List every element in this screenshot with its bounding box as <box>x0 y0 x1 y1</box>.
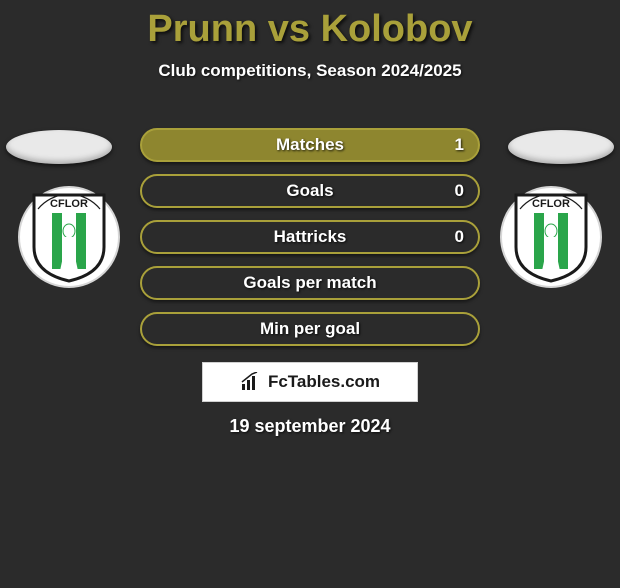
stat-value: 1 <box>455 135 464 155</box>
club-badge-right: CFLOR <box>500 186 602 288</box>
stat-label: Goals per match <box>243 273 376 293</box>
brand-text: FcTables.com <box>268 372 380 392</box>
stat-label: Min per goal <box>260 319 360 339</box>
svg-text:CFLOR: CFLOR <box>50 198 88 210</box>
stat-label: Matches <box>276 135 344 155</box>
player-avatar-left <box>6 130 112 164</box>
stat-row-goals-per-match: Goals per match <box>140 266 480 300</box>
brand-box[interactable]: FcTables.com <box>202 362 418 402</box>
stat-row-hattricks: Hattricks 0 <box>140 220 480 254</box>
page-title: Prunn vs Kolobov <box>0 8 620 51</box>
subtitle: Club competitions, Season 2024/2025 <box>0 61 620 81</box>
stat-value: 0 <box>455 227 464 247</box>
club-badge-left: CFLOR <box>18 186 120 288</box>
stat-label: Goals <box>286 181 333 201</box>
stat-label: Hattricks <box>274 227 347 247</box>
club-shield-icon: CFLOR <box>30 191 108 283</box>
stat-row-min-per-goal: Min per goal <box>140 312 480 346</box>
stat-row-goals: Goals 0 <box>140 174 480 208</box>
club-shield-icon: CFLOR <box>512 191 590 283</box>
bar-chart-icon <box>240 372 262 392</box>
stats-container: Matches 1 Goals 0 Hattricks 0 Goals per … <box>140 128 480 358</box>
date-text: 19 september 2024 <box>0 416 620 437</box>
player-avatar-right <box>508 130 614 164</box>
svg-text:CFLOR: CFLOR <box>532 198 570 210</box>
stat-value: 0 <box>455 181 464 201</box>
stat-row-matches: Matches 1 <box>140 128 480 162</box>
